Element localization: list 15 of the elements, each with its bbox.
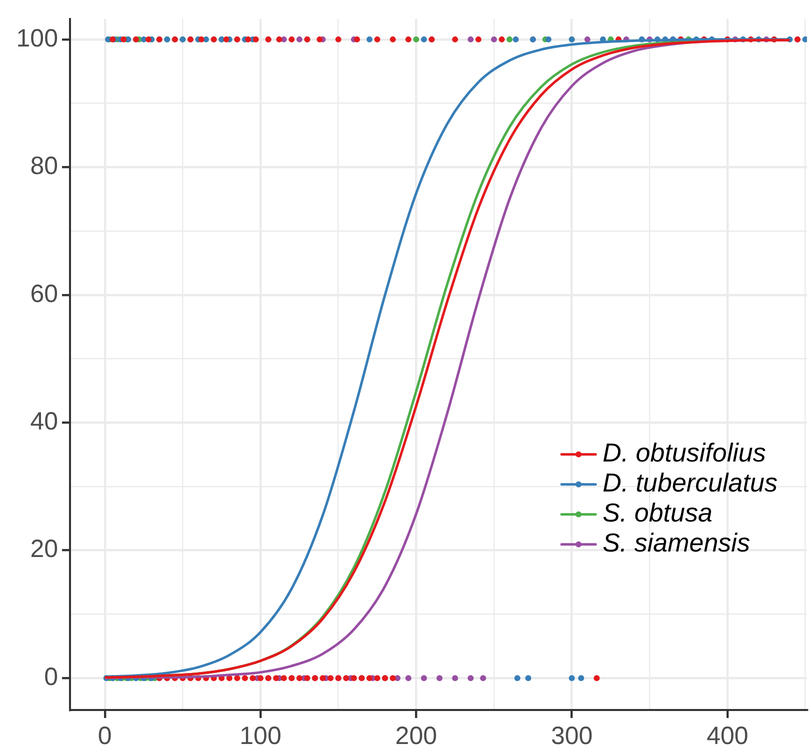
y-tick-label: 40 — [30, 408, 58, 436]
y-tick-label: 80 — [30, 152, 58, 180]
y-tick-label: 100 — [16, 24, 58, 52]
legend-label: S. obtusa — [602, 498, 712, 528]
y-tick-label: 0 — [44, 662, 58, 691]
x-tick-label: 100 — [240, 722, 282, 750]
x-tick-label: 300 — [550, 722, 593, 750]
y-tick-label: 60 — [30, 280, 58, 308]
y-tick-label: 20 — [30, 535, 58, 564]
x-tick-label: 400 — [706, 722, 748, 750]
legend-label: S. siamensis — [602, 528, 750, 558]
x-tick-label: 200 — [395, 722, 438, 750]
legend-label: D. tuberculatus — [602, 468, 778, 498]
x-tick-label: 0 — [98, 722, 112, 750]
legend-label: D. obtusifolius — [602, 438, 766, 468]
